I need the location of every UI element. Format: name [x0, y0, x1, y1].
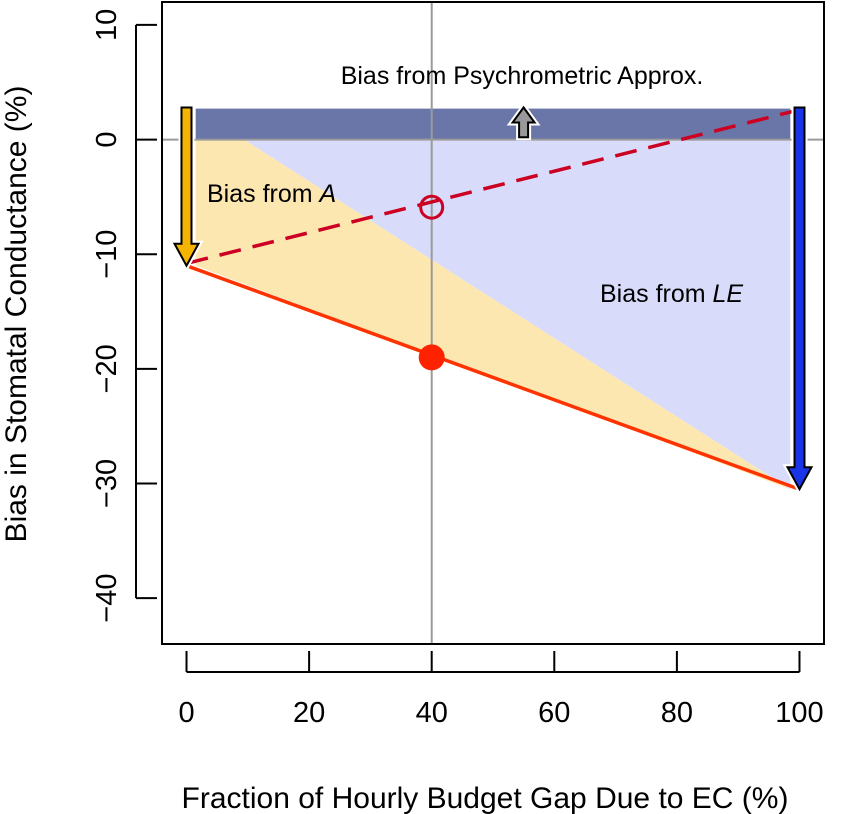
annotation-bias-from-a: Bias from A [207, 180, 336, 208]
y-tick-label--20: −20 [91, 344, 123, 393]
arrow-psychrometric-body [510, 105, 537, 139]
plot-frame [161, 1, 825, 645]
annotation-bias-from-le: Bias from LE [600, 280, 743, 308]
y-tick-label--30: −30 [91, 459, 123, 508]
x-tick-label-100: 100 [775, 697, 823, 729]
y-tick-label--40: −40 [91, 573, 123, 622]
annotation-bias-from-a-var: A [318, 180, 337, 208]
x-tick-label-60: 60 [538, 697, 570, 729]
arrow-a-body [172, 106, 201, 268]
y-tick-label-0: 0 [91, 132, 123, 148]
marker-filled-circle [418, 344, 445, 371]
arrow-le [782, 104, 817, 496]
x-tick-label-40: 40 [416, 697, 448, 729]
arrow-le-body [785, 106, 814, 492]
annotation-bias-from-le-prefix: Bias from [600, 280, 713, 308]
region-le [195, 108, 791, 490]
x-tick-label-0: 0 [178, 697, 194, 729]
region-a [195, 108, 791, 490]
annotation-psychrometric: Bias from Psychrometric Approx. [341, 62, 704, 90]
x-tick-label-80: 80 [661, 697, 693, 729]
y-axis-title: Bias in Stomatal Conductance (%) [0, 86, 33, 543]
annotation-bias-from-a-prefix: Bias from [207, 180, 320, 208]
y-tick-label-10: 10 [91, 9, 123, 41]
annotation-bias-from-le-var: LE [713, 280, 744, 308]
y-tick-label--10: −10 [91, 230, 123, 279]
arrow-a [169, 104, 204, 272]
region-psychrometric [195, 108, 791, 140]
marker-open-circle [419, 194, 445, 220]
series-line-solid [185, 264, 801, 491]
x-tick-label-20: 20 [293, 697, 325, 729]
series-line-dashed [186, 108, 800, 266]
x-axis-title: Fraction of Hourly Budget Gap Due to EC … [182, 782, 789, 814]
arrow-psychrometric [506, 102, 541, 141]
